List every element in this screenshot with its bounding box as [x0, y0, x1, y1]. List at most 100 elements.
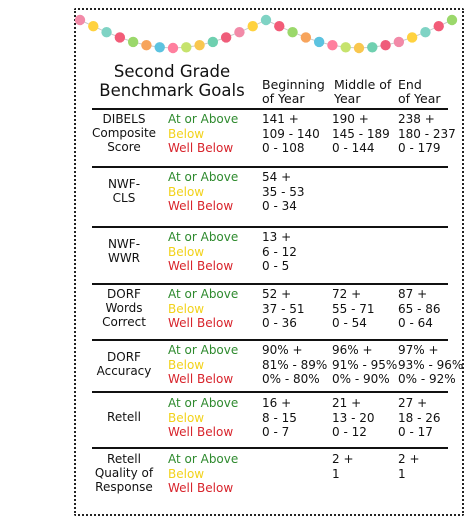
- garland-bead: [367, 42, 378, 53]
- level-labels: At or Above Below Well Below: [168, 287, 238, 331]
- goal-value: 27 +: [398, 396, 428, 410]
- column-header-end-line1: End: [398, 77, 422, 92]
- garland-bead: [114, 32, 126, 43]
- garland-bead: [287, 26, 298, 38]
- garland-bead: [260, 14, 272, 26]
- level-labels: At or Above Below Well Below: [168, 452, 238, 496]
- goal-value: 52 +: [262, 287, 292, 301]
- row-divider: [92, 226, 448, 228]
- goal-values-eoy: 238 +180 - 237 0 - 179: [398, 112, 456, 156]
- garland-bead: [247, 21, 258, 32]
- column-header-middle-line1: Middle of: [334, 77, 392, 92]
- garland-bead: [181, 42, 192, 53]
- goal-value: 0 - 17: [398, 425, 433, 439]
- goal-value: 0 - 34: [262, 199, 297, 213]
- measure-label-line: Accuracy: [96, 364, 152, 378]
- measure-label-line: Score: [107, 140, 141, 154]
- goal-value: 54 +: [262, 170, 292, 184]
- goal-value: 65 - 86: [398, 301, 441, 316]
- level-below: Below: [168, 301, 205, 316]
- goal-value: 93% - 96%: [398, 357, 464, 372]
- goal-value: [398, 259, 402, 274]
- level-labels: At or Above Below Well Below: [168, 230, 238, 274]
- goal-value: 91% - 95%: [332, 357, 398, 372]
- garland-bead: [406, 32, 418, 43]
- measure-label-line: DORF: [107, 287, 141, 301]
- goal-values-eoy: 97% +93% - 96% 0% - 92%: [398, 343, 463, 387]
- level-below: Below: [168, 466, 205, 481]
- goal-value: [332, 259, 336, 274]
- goal-value: 1: [332, 466, 340, 481]
- garland-bead: [167, 42, 179, 54]
- garland-bead: [300, 32, 312, 43]
- measure-label: DORF Words Correct: [92, 287, 156, 329]
- goal-value: [398, 185, 402, 200]
- goal-value: 238 +: [398, 112, 435, 126]
- row-divider: [92, 108, 448, 110]
- level-labels: At or Above Below Well Below: [168, 396, 238, 440]
- goal-values-eoy: [398, 230, 402, 274]
- garland-bead: [234, 26, 245, 38]
- goal-value: 13 - 20: [332, 410, 375, 425]
- measure-label: NWF- WWR: [92, 237, 156, 265]
- garland-bead: [393, 36, 405, 48]
- goal-value: 145 - 189: [332, 126, 390, 141]
- goal-value: 0 - 5: [262, 259, 290, 273]
- goal-values-moy: [332, 170, 336, 214]
- goal-value: [398, 199, 402, 214]
- goal-value: [332, 481, 354, 496]
- goal-value: 18 - 26: [398, 410, 441, 425]
- level-at-or-above: At or Above: [168, 396, 239, 410]
- measure-label: DORF Accuracy: [92, 350, 156, 378]
- goal-values-boy: [262, 452, 266, 496]
- level-below: Below: [168, 126, 205, 141]
- goal-value: 8 - 15: [262, 410, 297, 425]
- column-header-beginning-line2: of Year: [262, 91, 305, 106]
- goal-value: 0 - 144: [332, 141, 375, 155]
- goal-values-moy: 96% +91% - 95% 0% - 90%: [332, 343, 397, 387]
- goal-value: 0% - 80%: [262, 372, 320, 386]
- goal-values-boy: 52 +37 - 51 0 - 36: [262, 287, 305, 331]
- level-below: Below: [168, 410, 205, 425]
- goal-value: [262, 467, 266, 482]
- level-at-or-above: At or Above: [168, 452, 239, 466]
- level-well-below: Well Below: [168, 316, 234, 330]
- goal-value: 37 - 51: [262, 301, 305, 316]
- goal-value: 87 +: [398, 287, 428, 301]
- goal-values-moy: 21 +13 - 20 0 - 12: [332, 396, 375, 440]
- goal-value: 0 - 179: [398, 141, 441, 155]
- measure-label-line: Words: [105, 301, 143, 315]
- goal-value: [332, 199, 336, 214]
- garland-bead: [353, 42, 365, 54]
- title-line-2: Benchmark Goals: [99, 81, 245, 100]
- goal-value: 0 - 12: [332, 425, 367, 439]
- goal-value: 1: [398, 466, 406, 481]
- garland-bead: [194, 40, 205, 51]
- garland-bead: [154, 42, 165, 53]
- measure-label: Retell Quality of Response: [92, 452, 156, 494]
- level-labels: At or Above Below Well Below: [168, 343, 238, 387]
- level-well-below: Well Below: [168, 481, 234, 495]
- goal-values-moy: 72 +55 - 71 0 - 54: [332, 287, 375, 331]
- goal-value: [398, 230, 402, 245]
- goal-value: 16 +: [262, 396, 292, 410]
- row-divider: [92, 339, 448, 341]
- level-at-or-above: At or Above: [168, 112, 239, 126]
- goal-value: 96% +: [332, 343, 373, 357]
- goal-values-moy: [332, 230, 336, 274]
- level-below: Below: [168, 357, 205, 372]
- measure-label: Retell: [92, 410, 156, 424]
- goal-values-boy: 13 +6 - 12 0 - 5: [262, 230, 297, 274]
- goal-value: [332, 230, 336, 245]
- measure-label-line: CLS: [112, 191, 136, 205]
- goal-value: 0 - 108: [262, 141, 305, 155]
- measure-label-line: Correct: [102, 315, 146, 329]
- column-header-end: End of Year: [398, 78, 441, 106]
- goal-value: 141 +: [262, 112, 299, 126]
- measure-label-line: DIBELS: [102, 112, 146, 126]
- goal-value: 0% - 90%: [332, 372, 390, 386]
- goal-value: [398, 481, 420, 496]
- garland-bead: [340, 42, 351, 53]
- goal-value: 21 +: [332, 396, 362, 410]
- level-well-below: Well Below: [168, 425, 234, 439]
